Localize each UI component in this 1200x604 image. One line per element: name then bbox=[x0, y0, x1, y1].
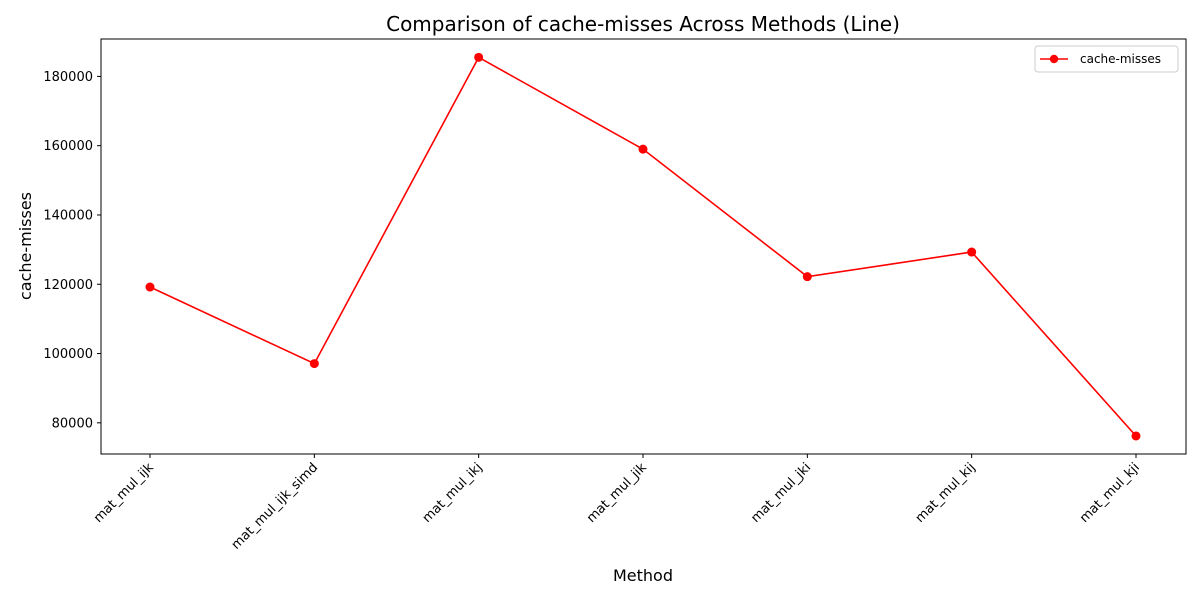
x-axis-label: Method bbox=[613, 566, 673, 585]
x-axis: mat_mul_ijk mat_mul_ijk_simd mat_mul_ikj ma… bbox=[91, 454, 1143, 553]
x-tick-label: mat_mul_ijk bbox=[91, 460, 157, 526]
x-tick-label: mat_mul_kij bbox=[913, 460, 979, 526]
plot-frame bbox=[100, 38, 1187, 455]
legend-marker-swatch bbox=[1049, 54, 1059, 64]
data-point bbox=[309, 359, 319, 369]
data-point bbox=[145, 282, 155, 292]
legend-label: cache-misses bbox=[1080, 52, 1161, 66]
data-point bbox=[802, 272, 812, 282]
x-tick-label: mat_mul_ikj bbox=[420, 460, 486, 526]
data-point bbox=[474, 52, 484, 62]
x-tick-label: mat_mul_ijk_simd bbox=[229, 460, 321, 552]
y-axis-label: cache-misses bbox=[16, 192, 35, 300]
data-point bbox=[967, 247, 977, 257]
chart-title: Comparison of cache-misses Across Method… bbox=[386, 12, 900, 36]
legend: cache-misses bbox=[1034, 45, 1179, 73]
y-axis: 80000 100000 120000 140000 160000 180000 bbox=[43, 70, 101, 431]
y-tick-label: 80000 bbox=[52, 416, 93, 431]
y-tick-label: 100000 bbox=[43, 347, 93, 362]
plot-area bbox=[145, 52, 1141, 441]
y-tick-label: 160000 bbox=[43, 139, 93, 154]
x-tick-label: mat_mul_jki bbox=[748, 460, 814, 526]
x-tick-label: mat_mul_kji bbox=[1077, 460, 1143, 526]
legend-box bbox=[1034, 45, 1179, 73]
data-point bbox=[1131, 431, 1141, 441]
y-tick-label: 120000 bbox=[43, 278, 93, 293]
y-tick-label: 180000 bbox=[43, 70, 93, 85]
y-tick-label: 140000 bbox=[43, 208, 93, 223]
data-point bbox=[638, 144, 648, 154]
x-tick-label: mat_mul_jik bbox=[584, 460, 650, 526]
series-line bbox=[149, 56, 1137, 437]
